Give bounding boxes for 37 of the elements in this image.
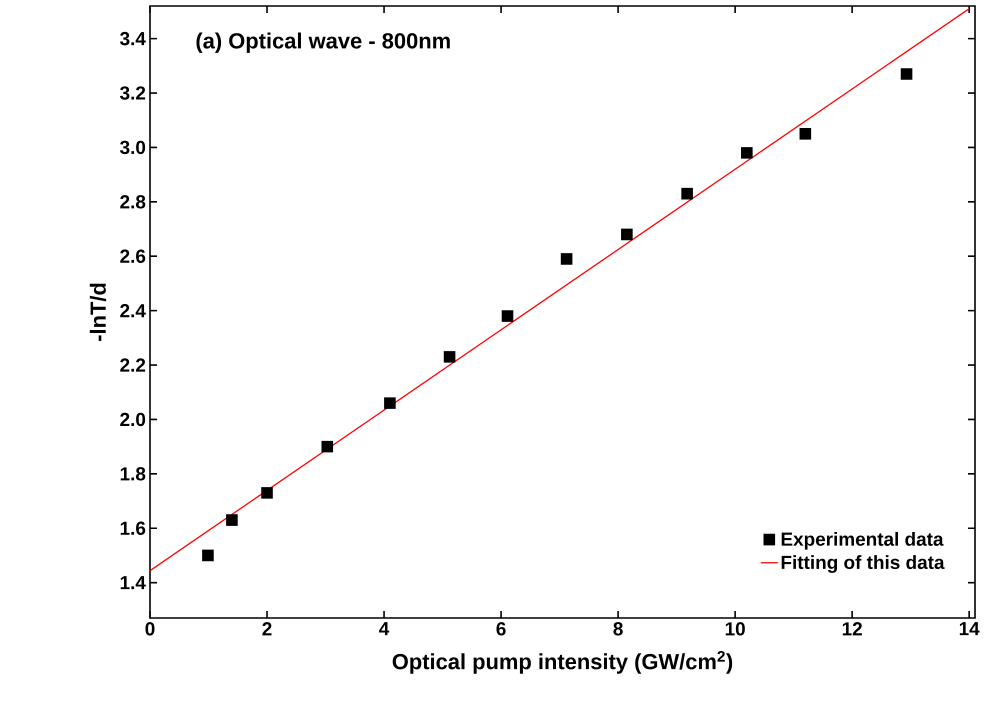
legend-label: Experimental data xyxy=(782,532,944,550)
y-tick-label: 2.2 xyxy=(120,358,146,372)
y-tick-label: 3.2 xyxy=(120,86,146,100)
point xyxy=(502,310,514,322)
point xyxy=(900,68,912,80)
legend-label: Fitting of this data xyxy=(782,555,945,573)
y-tick-label: 1.4 xyxy=(120,576,146,590)
y-axis-title: -lnT/d xyxy=(90,284,106,341)
y-tick-label: 1.8 xyxy=(120,467,146,481)
point xyxy=(261,487,273,499)
x-tick-label: 14 xyxy=(960,622,980,636)
y-tick-label: 1.6 xyxy=(120,522,146,535)
y-tick-label: 2.0 xyxy=(120,412,146,426)
point xyxy=(741,147,753,159)
x-tick-label: 2 xyxy=(262,622,272,636)
x-tick-label: 12 xyxy=(842,622,862,636)
y-tick-label: 2.6 xyxy=(120,250,146,263)
y-tick-label: 3.4 xyxy=(120,32,146,46)
y-tick-label: 2.8 xyxy=(120,195,146,209)
x-tick-label: 4 xyxy=(379,622,390,636)
x-axis-title: Optical pump intensity (GW/cm$^{2}$) xyxy=(392,650,732,674)
x-tick-label: 8 xyxy=(613,622,623,636)
point xyxy=(321,440,334,452)
point xyxy=(384,397,396,409)
point xyxy=(800,128,812,140)
x-tick-label: 0 xyxy=(145,622,154,636)
x-tick-label: 10 xyxy=(726,622,745,636)
point xyxy=(621,228,633,240)
point xyxy=(226,514,238,526)
x-tick-label: 6 xyxy=(496,622,506,636)
annotation: (a) Optical wave - 800nm xyxy=(196,32,450,53)
point xyxy=(202,550,214,562)
point xyxy=(444,351,456,363)
y-tick-label: 2.4 xyxy=(120,304,146,318)
point xyxy=(560,253,572,265)
y-tick-label: 3.0 xyxy=(120,140,146,154)
point xyxy=(681,188,693,200)
